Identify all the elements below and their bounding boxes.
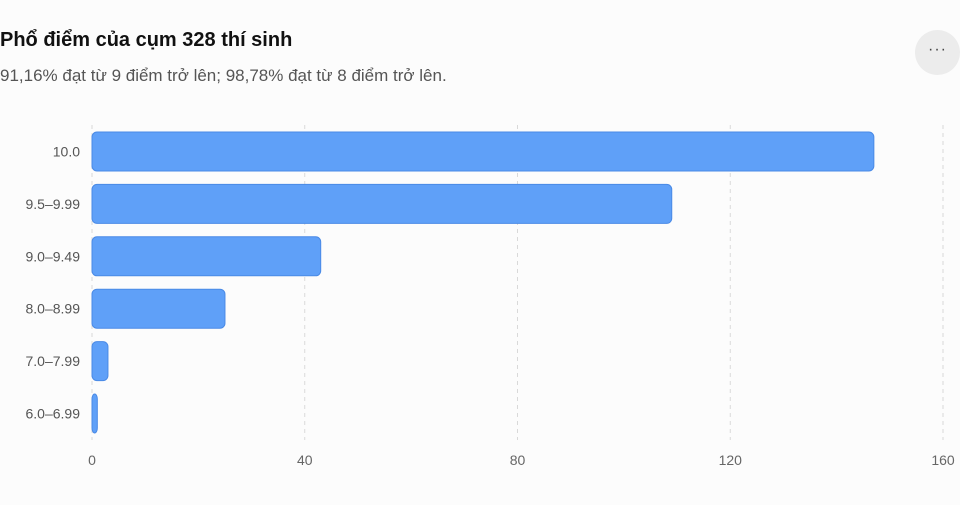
bar[interactable]: [91, 183, 673, 224]
category-label: 10.0: [53, 144, 80, 160]
category-label: 9.0–9.49: [26, 248, 81, 264]
x-axis-tick-labels: 0 40 80 120 160: [88, 452, 955, 468]
x-tick-label: 120: [719, 452, 743, 468]
category-label: 6.0–6.99: [26, 406, 81, 422]
x-tick-label: 40: [297, 452, 313, 468]
bar[interactable]: [91, 393, 98, 434]
category-label: 7.0–7.99: [26, 353, 81, 369]
more-options-button[interactable]: ···: [915, 30, 960, 75]
category-labels: 10.0 9.5–9.99 9.0–9.49 8.0–8.99 7.0–7.99 6.0–…: [26, 144, 81, 422]
x-tick-label: 160: [931, 452, 955, 468]
chart-title: Phổ điểm của cụm 328 thí sinh: [0, 29, 293, 51]
category-label: 8.0–8.99: [26, 301, 81, 317]
bars: [91, 131, 875, 434]
x-tick-label: 0: [88, 452, 96, 468]
bar[interactable]: [91, 341, 109, 382]
grid-lines: [91, 125, 944, 440]
x-tick-label: 80: [510, 452, 526, 468]
bar[interactable]: [91, 288, 226, 329]
more-horizontal-icon: ···: [928, 40, 947, 58]
bar[interactable]: [91, 131, 875, 172]
bar[interactable]: [91, 236, 322, 277]
chart-subtitle: 91,16% đạt từ 9 điểm trở lên; 98,78% đạt…: [0, 66, 447, 85]
category-label: 9.5–9.99: [26, 196, 81, 212]
